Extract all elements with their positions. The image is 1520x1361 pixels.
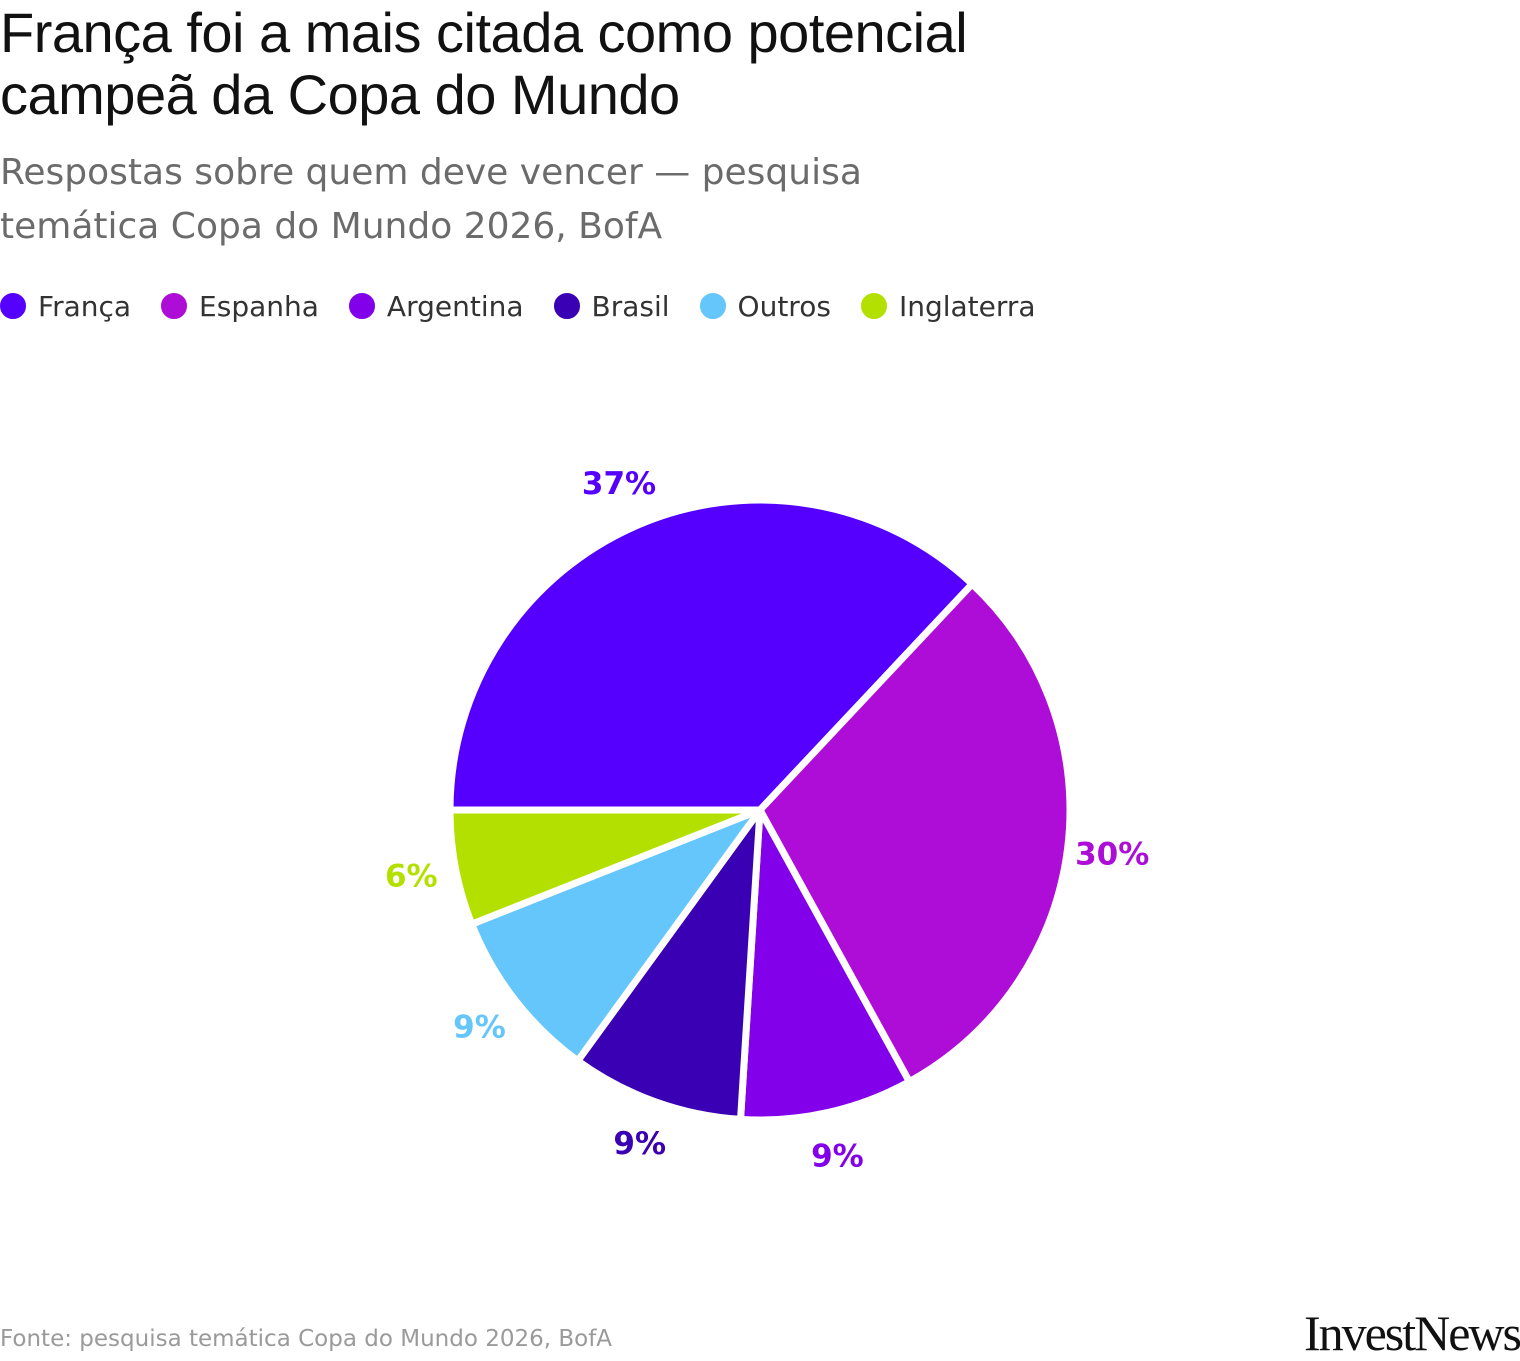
source-note: Fonte: pesquisa temática Copa do Mundo 2… <box>0 1326 613 1352</box>
pie-slice-inglaterra <box>446 806 764 928</box>
legend-item: Inglaterra <box>860 289 1036 323</box>
pie-slice-outros <box>468 806 764 1065</box>
legend-swatch <box>553 293 580 319</box>
pie-slice-franca <box>446 496 976 814</box>
slice-value-label: 9% <box>613 1126 666 1162</box>
slice-value-label: 30% <box>1075 836 1149 872</box>
legend-swatch <box>699 293 726 319</box>
slice-value-label: 9% <box>453 1010 506 1046</box>
legend-label: Outros <box>737 289 831 323</box>
legend-label: França <box>38 289 132 323</box>
legend-swatch <box>161 293 188 319</box>
legend-item: Brasil <box>553 289 670 323</box>
legend-swatch <box>348 293 375 319</box>
legend-swatch <box>0 293 26 319</box>
pie-slice-argentina <box>737 806 913 1124</box>
legend-label: Espanha <box>199 289 319 323</box>
pie-slice-brasil <box>574 806 764 1123</box>
chart-legend: França Espanha Argentina Brasil Outros Inglat… <box>0 284 1066 328</box>
legend-item: Outros <box>699 289 831 323</box>
legend-label: Inglaterra <box>898 289 1036 323</box>
pie-chart: 37% 30% 9% 9% 9% 6% <box>385 466 1149 1174</box>
pie-slice-espanha <box>756 580 1074 1086</box>
legend-swatch <box>860 293 887 319</box>
legend-item: Espanha <box>161 290 319 323</box>
legend-item: Argentina <box>348 289 524 323</box>
legend-item: França <box>0 290 131 323</box>
legend-label: Argentina <box>386 289 524 323</box>
chart-subtitle: Respostas sobre quem deve vencer — pesqu… <box>0 152 862 247</box>
slice-value-label: 9% <box>811 1138 864 1174</box>
legend-label: Brasil <box>591 289 670 323</box>
investnews-logo: InvestNews <box>1303 1305 1520 1361</box>
slice-value-label: 6% <box>385 859 438 895</box>
chart-title: França foi a mais citada como potencial … <box>0 1 968 126</box>
slice-value-label: 37% <box>582 466 656 502</box>
